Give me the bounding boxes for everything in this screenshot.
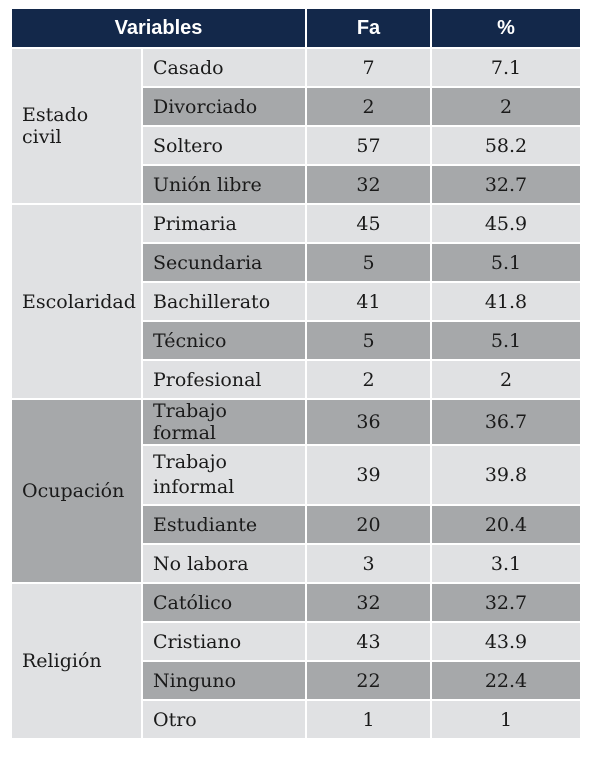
group-label: Escolaridad	[10, 203, 143, 400]
table-row: Escolaridad Primaria 45 45.9	[10, 203, 582, 400]
row-fa: 20	[305, 504, 432, 545]
group-label: Ocupación	[10, 398, 143, 584]
row-label: No labora	[141, 543, 307, 584]
row-percent: 41.8	[430, 281, 582, 322]
header-variables: Variables	[10, 7, 307, 49]
table-row: No labora 3 3.1	[11, 543, 582, 584]
row-percent: 22.4	[430, 660, 582, 701]
row-fa: 3	[305, 543, 432, 584]
row-label: Trabajo informal	[141, 444, 307, 506]
table-row: Profesional 2 2	[11, 359, 582, 400]
row-label: Unión libre	[141, 164, 307, 205]
row-percent: 45.9	[430, 203, 582, 244]
row-percent: 7.1	[430, 47, 582, 88]
row-fa: 39	[305, 444, 432, 506]
row-fa: 32	[305, 164, 432, 205]
table-row: Religión Católico 32 32.7	[10, 582, 582, 740]
header-percent: %	[430, 7, 582, 49]
header-row: Variables Fa %	[10, 7, 582, 49]
table-row: Estado civil Casado 7 7.1	[10, 47, 582, 205]
row-label: Casado	[141, 47, 307, 88]
table-row: Técnico 5 5.1	[11, 320, 582, 361]
row-fa: 5	[305, 320, 432, 361]
row-label: Divorciado	[141, 86, 307, 127]
row-percent: 3.1	[430, 543, 582, 584]
row-percent: 1	[430, 699, 582, 740]
table-row: Otro 1 1	[11, 699, 582, 740]
row-percent: 5.1	[430, 320, 582, 361]
row-percent: 36.7	[430, 398, 582, 446]
group-label: Religión	[10, 582, 143, 740]
table-row: Estudiante 20 20.4	[11, 504, 582, 545]
row-percent: 32.7	[430, 164, 582, 205]
row-percent: 39.8	[430, 444, 582, 506]
row-label: Técnico	[141, 320, 307, 361]
row-percent: 2	[430, 86, 582, 127]
row-fa: 36	[305, 398, 432, 446]
row-fa: 57	[305, 125, 432, 166]
row-fa: 22	[305, 660, 432, 701]
row-fa: 41	[305, 281, 432, 322]
row-fa: 5	[305, 242, 432, 283]
header-fa: Fa	[305, 7, 432, 49]
table-row: Trabajo informal 39 39.8	[11, 444, 582, 506]
row-fa: 1	[305, 699, 432, 740]
row-label: Bachillerato	[141, 281, 307, 322]
row-percent: 20.4	[430, 504, 582, 545]
row-label: Secundaria	[141, 242, 307, 283]
row-label: Ninguno	[141, 660, 307, 701]
row-fa: 43	[305, 621, 432, 662]
data-table: Variables Fa % Estado civil Casado 7 7.1…	[10, 7, 582, 740]
row-percent: 2	[430, 359, 582, 400]
row-fa: 7	[305, 47, 432, 88]
row-label: Otro	[141, 699, 307, 740]
table-row: Ocupación Trabajo formal 36 36.7	[10, 398, 582, 584]
table-row: Soltero 57 58.2	[11, 125, 582, 166]
row-label: Cristiano	[141, 621, 307, 662]
table-row: Unión libre 32 32.7	[11, 164, 582, 205]
row-label: Profesional	[141, 359, 307, 400]
row-percent: 43.9	[430, 621, 582, 662]
table-row: Secundaria 5 5.1	[11, 242, 582, 283]
row-percent: 58.2	[430, 125, 582, 166]
row-fa: 2	[305, 86, 432, 127]
row-label: Trabajo formal	[141, 398, 307, 446]
row-label: Primaria	[141, 203, 307, 244]
table-row: Bachillerato 41 41.8	[11, 281, 582, 322]
row-fa: 2	[305, 359, 432, 400]
row-label: Católico	[141, 582, 307, 623]
row-percent: 5.1	[430, 242, 582, 283]
table-row: Ninguno 22 22.4	[11, 660, 582, 701]
table-row: Divorciado 2 2	[11, 86, 582, 127]
row-fa: 32	[305, 582, 432, 623]
row-percent: 32.7	[430, 582, 582, 623]
row-label: Estudiante	[141, 504, 307, 545]
table-row: Cristiano 43 43.9	[11, 621, 582, 662]
group-label: Estado civil	[10, 47, 143, 205]
row-fa: 45	[305, 203, 432, 244]
row-label: Soltero	[141, 125, 307, 166]
